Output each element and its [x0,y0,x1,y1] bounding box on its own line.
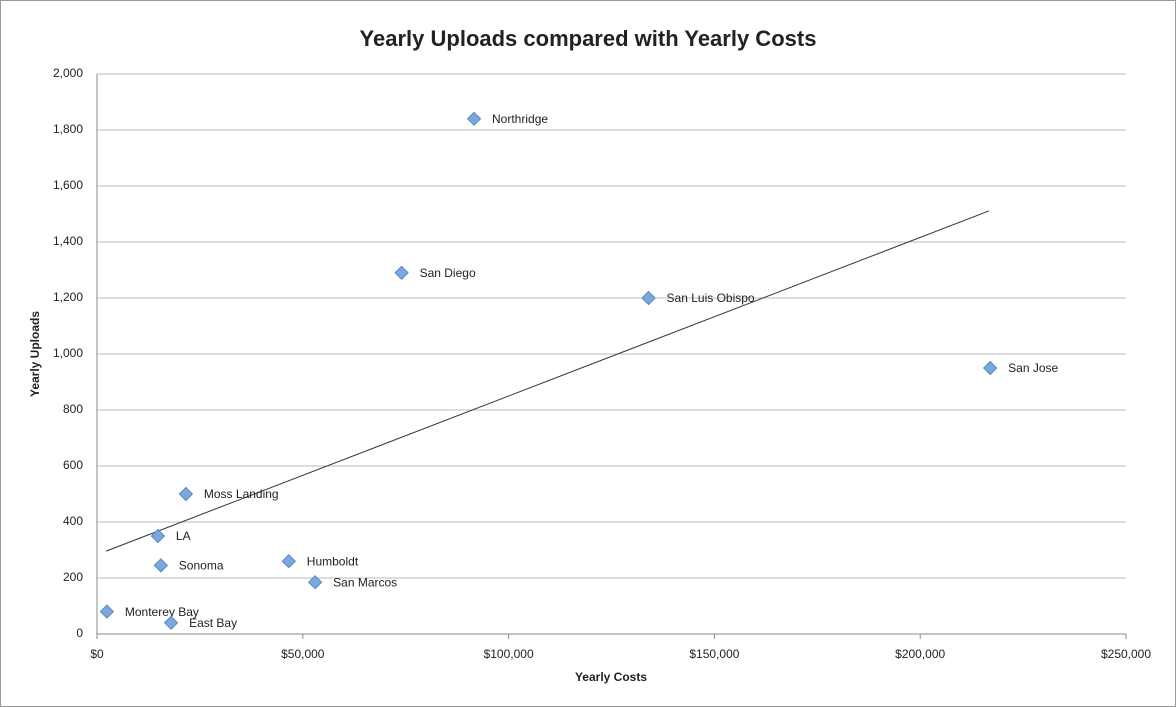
point-label: Monterey Bay [125,605,199,619]
x-tick-label: $50,000 [281,647,325,661]
point-label: Northridge [492,112,548,126]
scatter-point [150,528,166,544]
point-label: San Diego [420,266,476,280]
x-tick-label: $250,000 [1101,647,1151,661]
y-tick-label: 1,600 [53,178,83,192]
point-label: Humboldt [307,554,359,568]
x-tick-label: $0 [90,647,104,661]
y-tick-label: 1,000 [53,346,83,360]
point-label: San Luis Obispo [667,291,755,305]
y-tick-label: 1,800 [53,122,83,136]
y-tick-label: 800 [63,402,83,416]
point-label: San Marcos [333,575,397,589]
y-tick-label: 600 [63,458,83,472]
x-axis-title: Yearly Costs [575,670,647,684]
x-tick-label: $200,000 [895,647,945,661]
scatter-point [982,360,998,376]
y-tick-label: 200 [63,570,83,584]
x-tick-label: $150,000 [689,647,739,661]
scatter-point [394,265,409,281]
point-label: East Bay [189,616,237,630]
y-tick-label: 1,200 [53,290,83,304]
point-label: Sonoma [179,559,224,573]
scatter-point [641,290,656,306]
scatter-point [307,574,323,590]
scatter-point [281,553,297,569]
y-tick-label: 0 [76,626,83,640]
trendline [105,210,990,552]
y-tick-label: 400 [63,514,83,528]
chart-title: Yearly Uploads compared with Yearly Cost… [360,26,817,51]
scatter-point [163,615,179,631]
point-label: LA [176,529,191,543]
scatter-point [153,558,169,573]
y-axis-title: Yearly Uploads [28,311,42,397]
scatter-point [99,604,115,619]
y-tick-label: 2,000 [53,66,83,80]
x-tick-label: $100,000 [484,647,534,661]
scatter-point [466,111,482,127]
point-label: Moss Landing [204,487,279,501]
point-label: San Jose [1008,361,1058,375]
y-tick-label: 1,400 [53,234,83,248]
scatter-point [178,486,194,502]
